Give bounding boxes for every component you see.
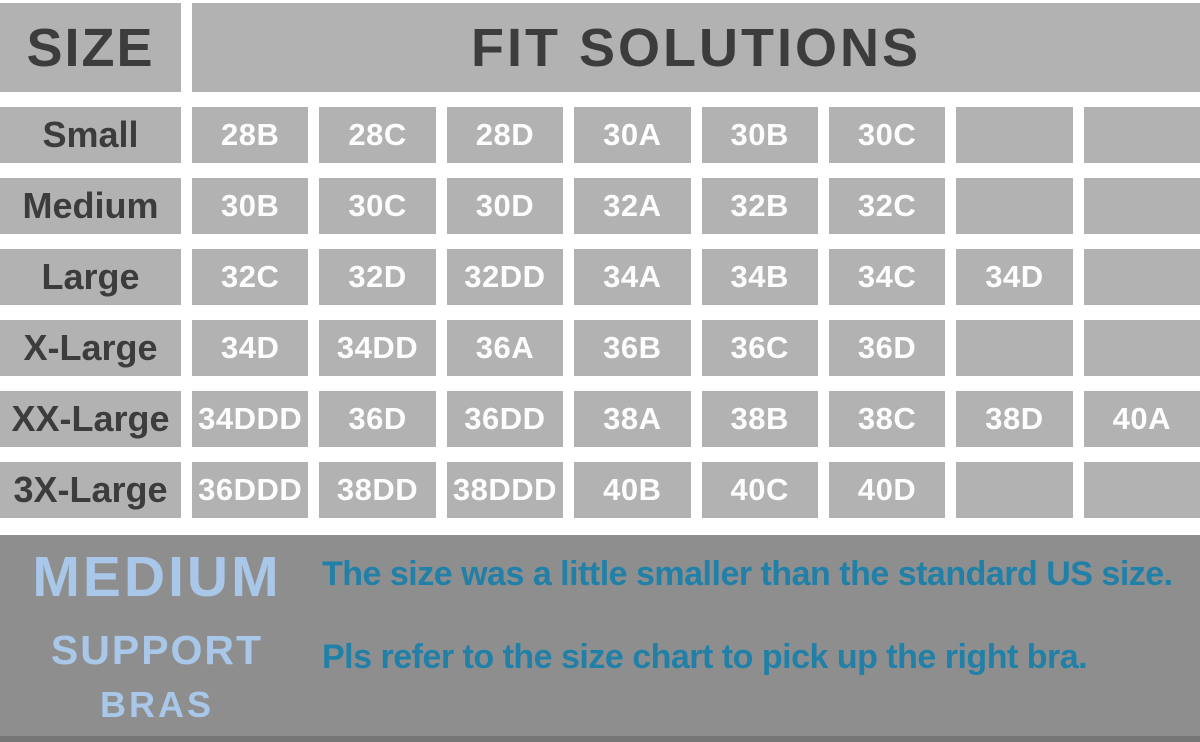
product-title-line-3: BRAS (99, 684, 214, 725)
size-cell: 38B (701, 391, 818, 447)
size-cell-empty (956, 320, 1073, 376)
size-cell: 36DDD (192, 462, 309, 518)
product-title-block: MEDIUM SUPPORT BRAS (16, 549, 298, 723)
size-cell: 40B (574, 462, 691, 518)
size-cell: 30A (574, 107, 691, 163)
size-cell: 36D (828, 320, 946, 376)
row-label-xx-large: XX-Large (0, 391, 181, 447)
size-cell: 38DDD (446, 462, 564, 518)
size-cell: 30B (701, 107, 818, 163)
size-cell: 34A (574, 249, 691, 305)
row-label-3x-large: 3X-Large (0, 462, 181, 518)
sizing-note-block: The size was a little smaller than the s… (322, 557, 1173, 674)
size-cell: 34C (828, 249, 946, 305)
row-label-large: Large (0, 249, 181, 305)
bottom-banner: MEDIUM SUPPORT BRAS The size was a littl… (0, 535, 1200, 742)
size-cell: 30B (192, 178, 309, 234)
size-cell: 32C (828, 178, 946, 234)
size-cell-empty (1083, 107, 1200, 163)
size-cell: 36A (446, 320, 564, 376)
size-cell: 30C (319, 178, 436, 234)
sizing-note-line-1: The size was a little smaller than the s… (322, 555, 1173, 593)
size-cell: 38C (828, 391, 946, 447)
size-cell: 34DDD (192, 391, 309, 447)
size-cell: 32DD (446, 249, 564, 305)
size-cell-empty (1083, 178, 1200, 234)
size-cell: 40C (701, 462, 818, 518)
size-cell-empty (1083, 320, 1200, 376)
size-cell: 30D (446, 178, 564, 234)
size-cell: 36D (319, 391, 436, 447)
size-cell-empty (956, 178, 1073, 234)
size-cell: 36DD (446, 391, 564, 447)
size-cell-empty (1083, 249, 1200, 305)
size-cell: 36C (701, 320, 818, 376)
size-cell: 30C (828, 107, 946, 163)
size-cell-empty (1083, 462, 1200, 518)
size-cell: 38A (574, 391, 691, 447)
size-column-header: SIZE (0, 3, 181, 92)
product-title-line-2: SUPPORT (50, 627, 264, 673)
size-cell-empty (956, 107, 1073, 163)
size-cell: 32C (192, 249, 309, 305)
size-cell: 40A (1083, 391, 1200, 447)
banner-bottom-strip (0, 736, 1200, 742)
size-cell-empty (956, 462, 1073, 518)
row-label-x-large: X-Large (0, 320, 181, 376)
fit-solutions-header: FIT SOLUTIONS (192, 3, 1200, 92)
row-label-medium: Medium (0, 178, 181, 234)
size-cell: 28D (446, 107, 564, 163)
size-fit-table: SIZE FIT SOLUTIONS Small 28B 28C 28D 30A… (0, 3, 1200, 518)
row-label-small: Small (0, 107, 181, 163)
size-cell: 34B (701, 249, 818, 305)
size-cell: 32D (319, 249, 436, 305)
sizing-note-line-2: Pls refer to the size chart to pick up t… (322, 638, 1088, 676)
size-cell: 28C (319, 107, 436, 163)
product-title-line-1: MEDIUM (32, 545, 282, 609)
size-cell: 38D (956, 391, 1073, 447)
size-cell: 38DD (319, 462, 436, 518)
size-cell: 40D (828, 462, 946, 518)
size-cell: 34D (192, 320, 309, 376)
size-cell: 32A (574, 178, 691, 234)
size-cell: 28B (192, 107, 309, 163)
size-cell: 34DD (319, 320, 436, 376)
size-cell: 32B (701, 178, 818, 234)
size-cell: 36B (574, 320, 691, 376)
size-cell: 34D (956, 249, 1073, 305)
